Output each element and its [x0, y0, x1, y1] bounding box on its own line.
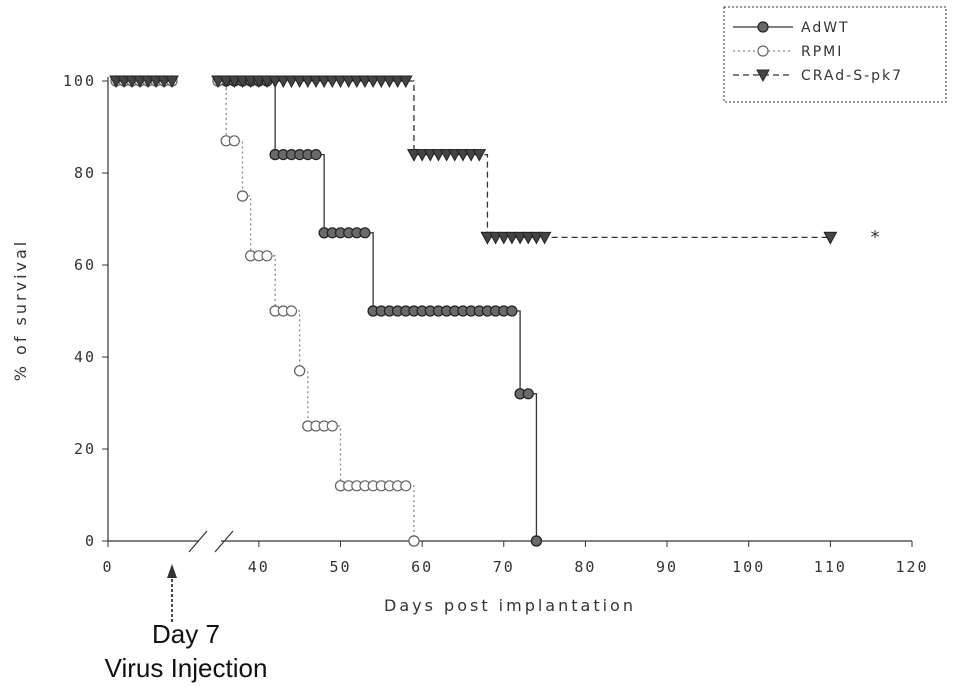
series-marker [522, 388, 534, 400]
x-tick-label: 110 [814, 558, 847, 576]
x-tick-label: 50 [329, 558, 351, 576]
series-marker [505, 231, 519, 245]
series-marker [480, 231, 495, 245]
series-marker [211, 75, 225, 89]
series-marker [243, 75, 258, 89]
legend-label: AdWT [801, 20, 850, 36]
series-marker [227, 75, 242, 89]
series-marker [529, 231, 544, 245]
series-marker [309, 75, 323, 89]
series-marker [439, 149, 454, 162]
y-axis-title: % of survival [11, 239, 30, 381]
series-marker [464, 149, 478, 162]
x-tick-label: 40 [248, 558, 270, 576]
series-adwt [110, 75, 543, 547]
x-tick-label: 70 [493, 558, 515, 576]
y-tick-label: 100 [63, 72, 96, 90]
series-marker [537, 231, 552, 245]
series-marker [374, 75, 389, 89]
series-marker [219, 75, 234, 89]
legend-label: CRAd-S-pk7 [801, 68, 903, 84]
axis-break-mark [214, 530, 234, 553]
legend: AdWT RPMI CRAd-S-pk7 [723, 6, 947, 103]
series-marker [359, 227, 371, 239]
series-marker [349, 75, 364, 89]
series-marker [341, 75, 356, 89]
series-marker [292, 75, 307, 89]
x-tick-label: 0 [102, 558, 113, 576]
y-tick-label: 0 [85, 532, 96, 550]
series-marker [506, 305, 518, 317]
series-marker [407, 149, 421, 162]
series-marker [317, 75, 331, 89]
series-marker [488, 231, 503, 245]
series-marker [366, 75, 380, 89]
legend-label: RPMI [801, 44, 843, 60]
series-marker [823, 231, 838, 245]
series-marker [310, 149, 322, 161]
injection-arrow-head [167, 564, 177, 578]
annotation-day: Day 7 [152, 619, 220, 649]
x-tick-label: 90 [656, 558, 678, 576]
x-tick-label: 60 [411, 558, 433, 576]
legend-entries: AdWT RPMI CRAd-S-pk7 [733, 20, 903, 84]
x-axis-title: Days post implantation [384, 596, 636, 615]
y-tick-label: 40 [74, 348, 96, 366]
y-tick-label: 80 [74, 164, 96, 182]
series-layer [109, 75, 838, 547]
series-marker [300, 75, 315, 89]
series-marker [390, 75, 405, 89]
series-line [116, 80, 831, 239]
series-marker [496, 231, 511, 245]
series-marker [521, 231, 536, 245]
y-tick-label: 20 [74, 440, 96, 458]
series-marker [358, 75, 372, 89]
series-marker [325, 75, 340, 89]
legend-marker [757, 45, 769, 57]
x-tick-label: 100 [732, 558, 765, 576]
series-marker [423, 149, 438, 162]
x-tick-label: 120 [895, 558, 928, 576]
series-marker [333, 75, 348, 89]
series-marker [228, 135, 240, 147]
series-marker [285, 305, 298, 317]
series-marker [268, 75, 282, 89]
series-marker [235, 75, 250, 89]
series-marker [513, 231, 527, 245]
series-marker [456, 149, 470, 162]
series-marker [472, 149, 487, 162]
series-marker [251, 75, 266, 89]
series-marker [236, 190, 249, 202]
series-marker [447, 149, 462, 162]
ticks-layer: 0 20 40 60 80 100 0 40 50 60 70 80 90 100 110 120 [63, 72, 928, 576]
series-marker [400, 480, 412, 492]
legend-marker [756, 69, 770, 83]
series-marker [326, 420, 338, 432]
axes [107, 77, 912, 553]
series-marker [294, 365, 306, 377]
series-crad-s-pk7 [109, 75, 838, 245]
x-tick-label: 80 [574, 558, 596, 576]
series-marker [415, 149, 429, 162]
annotations: * Day 7 Virus Injection [105, 227, 883, 683]
series-marker [284, 75, 299, 89]
axis-break-mark [188, 530, 208, 553]
series-marker [398, 75, 413, 89]
series-marker [530, 535, 543, 547]
series-marker [408, 535, 420, 547]
y-tick-label: 60 [74, 256, 96, 274]
annotation-virus-injection: Virus Injection [105, 653, 268, 683]
legend-marker [757, 21, 769, 33]
series-marker [260, 75, 274, 89]
series-marker [276, 75, 291, 89]
series-marker [431, 149, 446, 162]
series-marker [165, 75, 179, 89]
series-marker [382, 75, 397, 89]
significance-asterisk: * [870, 227, 883, 248]
series-marker [261, 250, 273, 262]
